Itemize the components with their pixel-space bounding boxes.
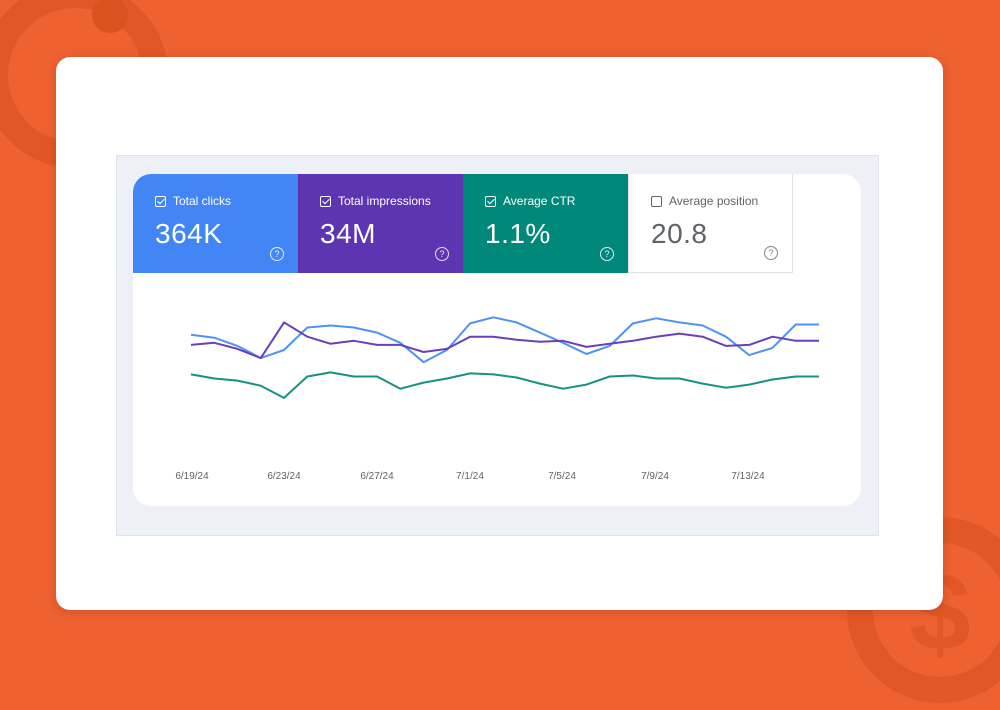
metric-tab-total-clicks[interactable]: Total clicks 364K ? — [133, 174, 298, 273]
series-line-0 — [190, 316, 819, 364]
series-line-1 — [190, 321, 819, 360]
x-tick-label: 7/1/24 — [456, 471, 484, 482]
help-circle-icon[interactable]: ? — [600, 247, 614, 261]
x-tick-label: 7/9/24 — [641, 471, 669, 482]
x-tick-label: 6/23/24 — [267, 471, 301, 482]
metric-tab-total-impressions[interactable]: Total impressions 34M ? — [298, 174, 463, 273]
performance-panel: Total clicks 364K ? Total impressions 34… — [133, 174, 861, 506]
x-tick-label: 6/19/24 — [175, 471, 209, 482]
metric-value: 20.8 — [651, 218, 708, 249]
help-circle-icon[interactable]: ? — [270, 247, 284, 261]
checkbox-icon[interactable] — [320, 195, 331, 207]
x-tick-label: 6/27/24 — [360, 471, 394, 482]
metric-label: Average CTR — [503, 194, 576, 208]
metric-value: 364K — [155, 218, 223, 249]
checkbox-icon[interactable] — [651, 195, 662, 207]
series-line-2 — [190, 371, 819, 399]
performance-line-chart: 6/19/24 6/23/24 6/27/24 7/1/24 7/5/24 7/9/24 7… — [175, 316, 819, 482]
metric-label: Average position — [669, 194, 759, 208]
metric-tabs: Total clicks 364K ? Total impressions 34… — [133, 174, 793, 273]
metric-value: 34M — [320, 218, 376, 249]
metric-label: Total clicks — [173, 194, 232, 208]
metric-tab-average-position[interactable]: Average position 20.8 ? — [628, 174, 793, 273]
help-circle-icon[interactable]: ? — [764, 246, 778, 260]
checkbox-icon[interactable] — [155, 195, 166, 207]
metric-tab-average-ctr[interactable]: Average CTR 1.1% ? — [463, 174, 628, 273]
metric-label: Total impressions — [338, 194, 431, 208]
help-circle-icon[interactable]: ? — [435, 247, 449, 261]
x-tick-label: 7/5/24 — [548, 471, 576, 482]
x-tick-label: 7/13/24 — [731, 471, 765, 482]
checkbox-icon[interactable] — [485, 195, 496, 207]
metric-value: 1.1% — [485, 218, 551, 249]
